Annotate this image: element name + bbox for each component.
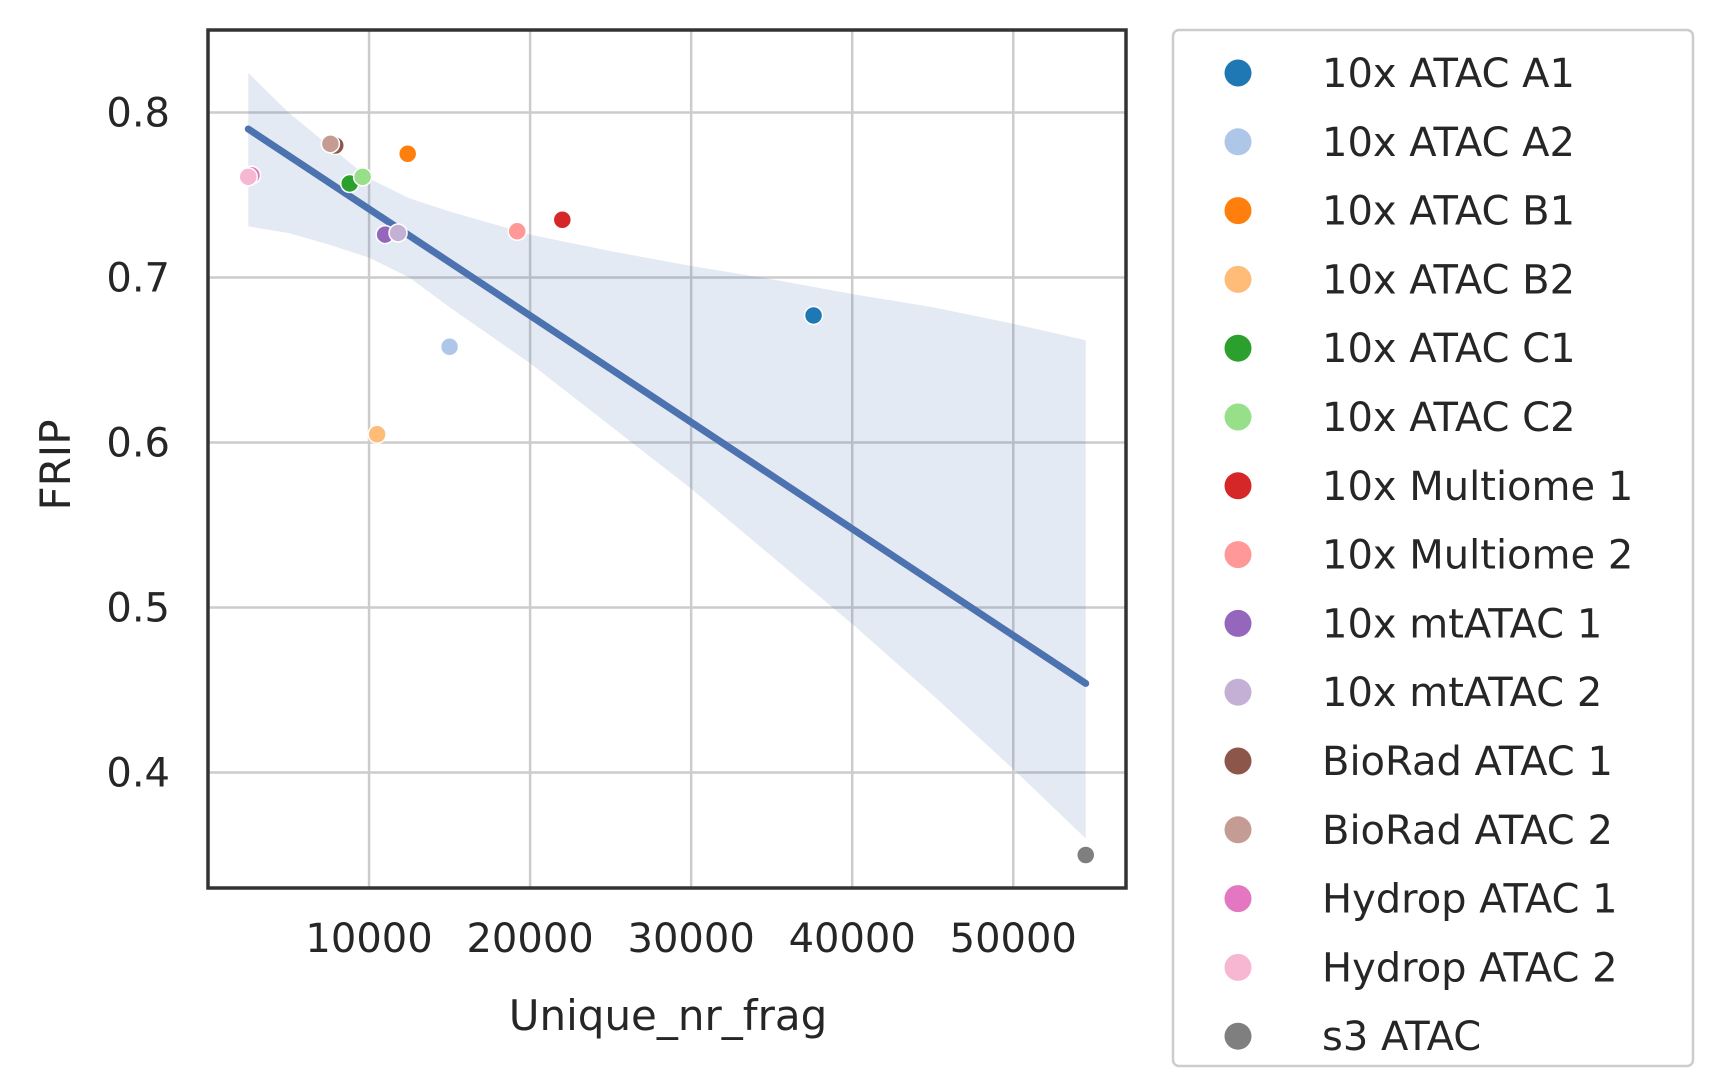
x-tick-label: 50000 bbox=[950, 916, 1077, 962]
legend-label: Hydrop ATAC 1 bbox=[1322, 877, 1618, 923]
legend-label: 10x Multiome 2 bbox=[1322, 533, 1633, 579]
legend-marker bbox=[1224, 816, 1252, 844]
x-axis-ticks: 10000 20000 30000 40000 50000 bbox=[305, 916, 1076, 962]
legend-item: BioRad ATAC 1 bbox=[1224, 739, 1613, 785]
legend-item: 10x ATAC A2 bbox=[1224, 120, 1575, 166]
legend-item: BioRad ATAC 2 bbox=[1224, 808, 1613, 854]
legend-marker bbox=[1224, 403, 1252, 431]
point-10x-multiome-1 bbox=[552, 210, 573, 230]
legend-marker bbox=[1224, 265, 1252, 293]
legend-marker bbox=[1224, 334, 1252, 362]
legend-marker bbox=[1224, 885, 1252, 913]
legend-item: 10x ATAC A1 bbox=[1224, 51, 1575, 97]
legend-label: 10x ATAC C1 bbox=[1322, 326, 1576, 372]
legend-label: 10x ATAC A2 bbox=[1322, 120, 1575, 166]
legend-marker bbox=[1224, 472, 1252, 500]
legend-label: BioRad ATAC 1 bbox=[1322, 739, 1613, 785]
legend-marker bbox=[1224, 197, 1252, 225]
regression-line bbox=[244, 125, 1090, 687]
y-tick-label: 0.4 bbox=[106, 751, 170, 797]
legend-marker bbox=[1224, 953, 1252, 981]
point-10x-mtatac-2 bbox=[388, 223, 408, 243]
legend-marker bbox=[1224, 59, 1252, 87]
x-tick-label: 10000 bbox=[305, 916, 432, 962]
legend-item: 10x mtATAC 2 bbox=[1224, 670, 1602, 716]
point-10x-atac-a1 bbox=[803, 305, 824, 326]
legend-marker bbox=[1224, 678, 1252, 706]
legend-marker bbox=[1224, 541, 1252, 569]
legend-item: 10x ATAC B2 bbox=[1224, 257, 1575, 303]
point-10x-atac-c2 bbox=[352, 167, 373, 187]
point-10x-multiome-2 bbox=[507, 221, 527, 242]
legend-label: s3 ATAC bbox=[1322, 1014, 1481, 1060]
legend-item: 10x Multiome 1 bbox=[1224, 464, 1633, 510]
legend-item: s3 ATAC bbox=[1224, 1014, 1481, 1060]
legend-item: Hydrop ATAC 1 bbox=[1224, 877, 1618, 923]
legend-label: 10x mtATAC 1 bbox=[1322, 601, 1602, 647]
x-tick-label: 30000 bbox=[628, 916, 755, 962]
legend-marker bbox=[1224, 128, 1252, 156]
legend-marker bbox=[1224, 609, 1252, 637]
legend-label: 10x Multiome 1 bbox=[1322, 464, 1633, 510]
point-s3-atac bbox=[1075, 845, 1096, 865]
legend-label: 10x ATAC B1 bbox=[1322, 189, 1575, 235]
point-hydrop-atac-2 bbox=[238, 167, 259, 187]
y-tick-label: 0.8 bbox=[106, 91, 170, 137]
legend-items: 10x ATAC A1 10x ATAC A2 10x ATAC B1 10x ATA… bbox=[1224, 51, 1633, 1060]
y-tick-label: 0.6 bbox=[106, 421, 170, 467]
plot-frame bbox=[206, 28, 1128, 890]
legend-item: Hydrop ATAC 2 bbox=[1224, 945, 1618, 991]
x-tick-label: 40000 bbox=[789, 916, 916, 962]
point-10x-atac-b2 bbox=[367, 424, 387, 444]
y-axis-label: FRIP bbox=[31, 419, 80, 510]
point-10x-atac-b1 bbox=[397, 144, 418, 164]
point-biorad-atac-2 bbox=[320, 134, 341, 154]
legend-label: 10x ATAC C2 bbox=[1322, 395, 1576, 441]
legend-label: Hydrop ATAC 2 bbox=[1322, 945, 1618, 991]
y-tick-label: 0.7 bbox=[106, 256, 170, 302]
y-axis-ticks: 0.4 0.5 0.6 0.7 0.8 bbox=[106, 91, 170, 797]
legend-frame bbox=[1171, 28, 1695, 1068]
legend-item: 10x ATAC C2 bbox=[1224, 395, 1576, 441]
legend-item: 10x mtATAC 1 bbox=[1224, 601, 1602, 647]
legend-label: 10x ATAC B2 bbox=[1322, 257, 1575, 303]
legend-item: 10x ATAC B1 bbox=[1224, 189, 1575, 235]
legend-item: 10x Multiome 2 bbox=[1224, 533, 1633, 579]
legend-marker bbox=[1224, 1022, 1252, 1050]
legend-label: 10x mtATAC 2 bbox=[1322, 670, 1602, 716]
x-axis-label: Unique_nr_frag bbox=[509, 991, 828, 1040]
legend-label: 10x ATAC A1 bbox=[1322, 51, 1575, 97]
x-tick-label: 20000 bbox=[466, 916, 593, 962]
legend-label: BioRad ATAC 2 bbox=[1322, 808, 1613, 854]
point-10x-atac-a2 bbox=[439, 337, 460, 357]
legend: 10x ATAC A1 10x ATAC A2 10x ATAC B1 10x ATA… bbox=[1171, 28, 1695, 1068]
legend-marker bbox=[1224, 747, 1252, 775]
plot-area bbox=[206, 28, 1128, 890]
data-points bbox=[238, 134, 1096, 865]
legend-item: 10x ATAC C1 bbox=[1224, 326, 1576, 372]
y-tick-label: 0.5 bbox=[106, 586, 170, 632]
